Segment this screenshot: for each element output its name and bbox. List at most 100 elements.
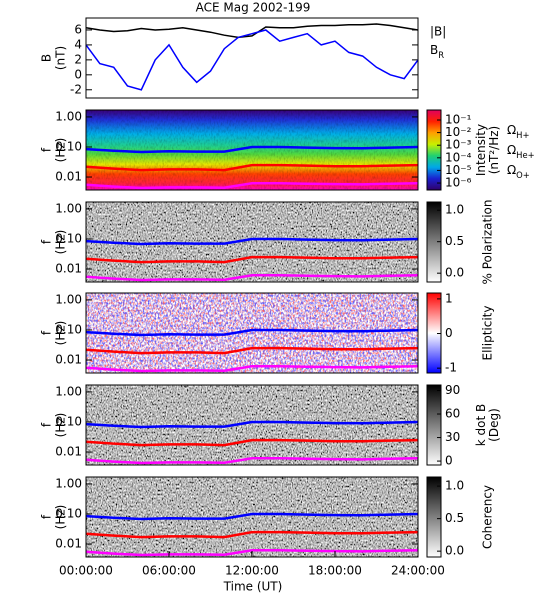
y-axis-label: f: [40, 330, 54, 335]
y-tick-label: 0.01: [55, 170, 82, 184]
series-line: [85, 457, 419, 465]
x-tick-label: 24:00:00: [391, 564, 445, 578]
legend-label: |B|: [430, 25, 446, 39]
y-tick-label: 1.00: [55, 292, 82, 306]
y-axis-label: (Hz): [54, 138, 68, 163]
plot-frame: [85, 109, 419, 191]
x-tick-label: 12:00:00: [225, 564, 279, 578]
y-axis-label: B: [40, 54, 54, 62]
spectrogram-texture: [86, 110, 418, 190]
y-axis-label: f: [40, 514, 54, 519]
y-tick-label: 1.00: [55, 476, 82, 490]
colorbar-tick-label: 0.5: [445, 234, 464, 248]
series-line: [85, 145, 419, 154]
y-tick-label: 2: [74, 52, 82, 66]
colorbar-tick-label: 10⁻²: [445, 125, 472, 139]
spectrogram-bg: [86, 477, 418, 557]
y-tick-label: 0.01: [55, 445, 82, 459]
colorbar-tick-label: 90: [445, 383, 460, 397]
y-axis-label: (Hz): [54, 230, 68, 255]
legend-label: ΩH+: [507, 123, 530, 140]
y-tick-label: 0.10: [55, 414, 82, 428]
series-line: [85, 530, 419, 539]
y-tick-label: 0.10: [55, 231, 82, 245]
spectrogram-blue: [86, 293, 418, 373]
colorbar-label: k dot B: [474, 404, 488, 446]
y-axis-label: f: [40, 239, 54, 244]
colorbar-tick-label: 10⁻⁶: [445, 176, 472, 190]
colorbar-tick-label: 0: [445, 454, 453, 468]
colorbar-tick-label: 10⁻³: [445, 138, 472, 152]
series-line: [85, 274, 419, 282]
colorbar-tick-label: 10⁻⁵: [445, 163, 472, 177]
colorbar-tick-label: 1.0: [445, 479, 464, 493]
series-line: [85, 182, 419, 190]
colorbar-tick-label: 60: [445, 407, 460, 421]
colorbar: [426, 109, 442, 191]
y-tick-label: 0.01: [55, 353, 82, 367]
colorbar-label: Intensity: [474, 124, 488, 176]
y-tick-label: 4: [74, 37, 82, 51]
legend-label: ΩO+: [507, 163, 530, 180]
y-axis-label: f: [40, 147, 54, 152]
series-line: [85, 163, 419, 172]
series-line: [85, 255, 419, 264]
colorbar-tick-label: 1.0: [445, 203, 464, 217]
y-axis-label: (Hz): [54, 505, 68, 530]
y-tick-label: 6: [74, 22, 82, 36]
series-line: [85, 237, 419, 246]
x-tick-label: 18:00:00: [308, 564, 362, 578]
y-tick-label: 1.00: [55, 201, 82, 215]
y-axis-label: (nT): [54, 46, 68, 70]
colorbar-tick-label: 0.0: [445, 544, 464, 558]
chart-title: ACE Mag 2002-199: [196, 1, 311, 15]
plot-frame: [85, 292, 419, 374]
colorbar-tick-label: 30: [445, 430, 460, 444]
series-line: [85, 29, 419, 91]
colorbar-tick-label: 1: [445, 291, 453, 305]
plot-frame: [85, 384, 419, 466]
y-tick-label: 0.10: [55, 506, 82, 520]
y-tick-label: -2: [70, 82, 82, 96]
y-axis-label: (Hz): [54, 413, 68, 438]
spectrogram-bg: [86, 202, 418, 282]
series-line: [85, 346, 419, 355]
x-tick-label: 06:00:00: [142, 564, 196, 578]
colorbar-tick-label: 10⁻¹: [445, 112, 472, 126]
spectrogram-bg: [86, 385, 418, 465]
legend-label: ΩHe+: [507, 143, 535, 160]
x-tick-label: 00:00:00: [59, 564, 113, 578]
colorbar-label: % Polarization: [481, 200, 495, 285]
series-line: [85, 549, 419, 557]
series-line: [85, 512, 419, 521]
colorbar-label: Ellipticity: [481, 306, 495, 361]
colorbar-tick-label: 0.5: [445, 511, 464, 525]
colorbar-label: (nT²/Hz): [487, 126, 501, 174]
y-axis-label: f: [40, 422, 54, 427]
y-tick-label: 1.00: [55, 384, 82, 398]
colorbar-tick-label: 10⁻⁴: [445, 150, 472, 164]
plot-frame: [85, 17, 419, 99]
series-line: [85, 365, 419, 373]
series-line: [85, 328, 419, 337]
y-tick-label: 0: [74, 67, 82, 81]
colorbar-label: (Deg): [487, 408, 501, 442]
colorbar: [426, 292, 442, 374]
plot-frame: [85, 201, 419, 283]
colorbar-tick-label: -1: [445, 361, 457, 375]
series-line: [85, 23, 419, 39]
y-tick-label: 0.01: [55, 262, 82, 276]
y-tick-label: 1.00: [55, 109, 82, 123]
legend-label: BR: [430, 43, 444, 60]
colorbar-tick-label: 0.0: [445, 266, 464, 280]
y-tick-label: 0.01: [55, 537, 82, 551]
colorbar: [426, 384, 442, 466]
colorbar-label: Coherency: [481, 485, 495, 549]
y-axis-label: (Hz): [54, 321, 68, 346]
series-line: [85, 438, 419, 447]
x-axis-label: Time (UT): [223, 580, 283, 594]
series-line: [85, 420, 419, 429]
colorbar-tick-label: 0: [445, 326, 453, 340]
y-tick-label: 0.10: [55, 139, 82, 153]
